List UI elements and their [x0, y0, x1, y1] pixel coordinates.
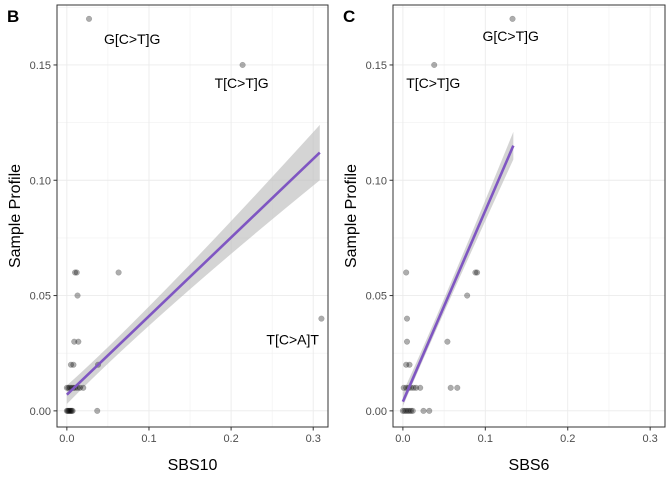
data-point — [403, 338, 411, 345]
panel-b: G[C>T]G T[C>T]G T[C>A]T 0.0 0.1 0.2 0.3 0.00 0.0… — [7, 4, 329, 474]
data-point — [399, 407, 406, 414]
data-point — [74, 292, 81, 299]
data-point — [444, 338, 451, 345]
y-tick-label: 0.05 — [366, 291, 387, 303]
panel-border — [56, 4, 329, 428]
data-point — [76, 384, 84, 391]
y-tick-label: 0.05 — [30, 291, 51, 303]
data-point — [464, 292, 471, 299]
regression-line — [65, 151, 321, 396]
x-tick-label: 0.0 — [395, 433, 410, 445]
data-point — [63, 384, 70, 391]
data-point — [400, 384, 407, 391]
x-axis-title: SBS6 — [509, 457, 550, 474]
data-point — [447, 384, 454, 391]
x-tick-label: 0.1 — [478, 433, 493, 445]
data-point — [75, 338, 82, 345]
data-point — [403, 269, 410, 276]
x-tick-label: 0.0 — [59, 433, 74, 445]
panel-border — [392, 4, 666, 428]
data-point — [404, 407, 411, 414]
panel-letter: C — [343, 7, 355, 26]
x-tick-label: 0.3 — [306, 433, 321, 445]
data-point — [65, 407, 72, 414]
data-point — [80, 384, 87, 391]
annotation-label: G[C>T]G — [483, 28, 539, 44]
y-tick-label: 0.15 — [366, 60, 387, 72]
y-tick-label: 0.00 — [366, 406, 387, 418]
data-point — [318, 315, 325, 322]
data-point — [409, 407, 416, 414]
panel-c: G[C>T]G T[C>T]G 0.0 0.1 0.2 0.3 0.00 0.05 0.10 0.… — [343, 4, 666, 474]
data-point — [73, 269, 80, 276]
data-point — [417, 384, 424, 391]
data-point — [67, 361, 75, 368]
data-point — [454, 384, 461, 391]
data-point — [420, 407, 427, 414]
panel-letter: B — [7, 7, 19, 26]
x-tick-label: 0.2 — [560, 433, 575, 445]
annotation-label: G[C>T]G — [104, 31, 160, 47]
data-point — [410, 384, 417, 391]
data-point — [66, 407, 73, 414]
y-tick-label: 0.15 — [30, 60, 51, 72]
plot-background — [393, 5, 665, 427]
regression-line — [401, 145, 515, 403]
data-point — [403, 407, 410, 414]
annotation-label: T[C>T]G — [215, 75, 269, 91]
data-point — [63, 407, 70, 414]
data-point — [67, 407, 74, 414]
data-point — [472, 269, 479, 276]
data-point — [509, 15, 516, 22]
data-point — [67, 407, 75, 414]
y-axis-title: Sample Profile — [343, 164, 360, 268]
y-axis-title: Sample Profile — [7, 164, 24, 268]
data-point — [413, 384, 420, 391]
data-point — [71, 338, 78, 345]
x-tick-label: 0.1 — [141, 433, 156, 445]
data-point — [85, 15, 93, 22]
data-point — [426, 407, 433, 414]
data-point — [69, 407, 76, 414]
x-axis-title: SBS10 — [168, 457, 218, 474]
data-point — [65, 384, 72, 391]
data-point — [72, 269, 79, 276]
data-point — [406, 361, 413, 368]
data-point — [401, 407, 408, 414]
data-point — [431, 61, 438, 69]
annotation-label: T[C>T]G — [406, 75, 460, 91]
data-point — [406, 407, 413, 414]
data-point — [474, 269, 481, 276]
data-point — [408, 407, 415, 414]
annotation-label: T[C>A]T — [266, 332, 319, 348]
data-point — [403, 315, 411, 322]
x-tick-label: 0.3 — [643, 433, 658, 445]
y-tick-label: 0.10 — [366, 175, 387, 187]
data-point — [68, 407, 75, 414]
data-point — [239, 61, 246, 69]
data-point — [70, 361, 77, 368]
x-tick-label: 0.2 — [223, 433, 238, 445]
data-point — [403, 361, 410, 368]
y-tick-label: 0.10 — [30, 175, 51, 187]
data-point — [94, 407, 101, 414]
y-tick-label: 0.00 — [30, 406, 51, 418]
data-point — [115, 269, 122, 276]
data-point — [64, 407, 71, 414]
